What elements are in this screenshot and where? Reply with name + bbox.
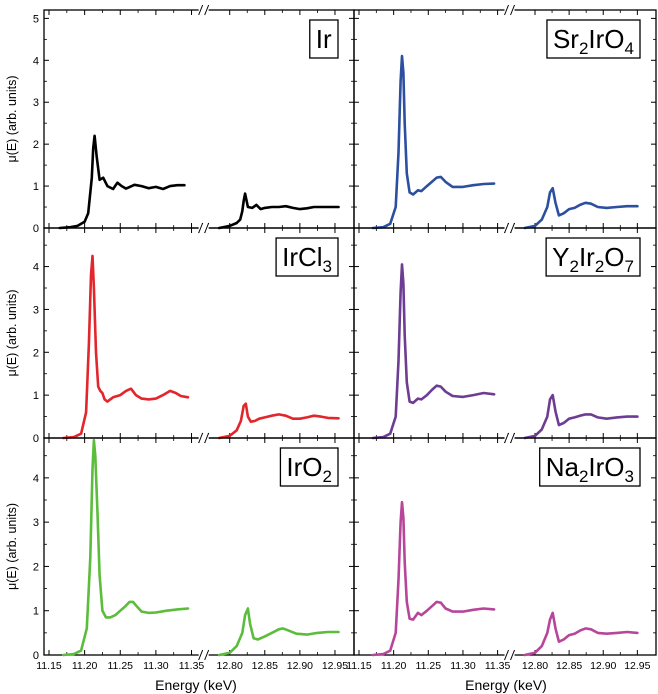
x-tick-label: 11.35	[179, 660, 205, 672]
y-tick-label: 1	[33, 181, 39, 193]
axis-break-mark	[198, 222, 204, 234]
x-tick-label: 11.30	[143, 660, 169, 672]
panel-label: IrO2	[286, 452, 332, 486]
x-tick-label: 11.25	[108, 660, 134, 672]
panel-label: IrCl3	[282, 242, 332, 276]
panel-label: Na2IrO3	[546, 452, 634, 486]
axis-break-mark	[510, 222, 515, 234]
axis-break-mark	[510, 4, 515, 16]
x-tick-label: 11.20	[381, 660, 407, 672]
x-tick-label: 12.80	[217, 660, 243, 672]
axis-break-mark	[204, 222, 210, 234]
axis-break-mask	[504, 434, 515, 442]
series-line	[62, 438, 190, 657]
y-tick-label: 2	[33, 347, 39, 359]
series-line	[217, 607, 340, 657]
x-tick-label: 11.25	[416, 660, 442, 672]
panel-label-box	[539, 447, 641, 487]
panel-label-box	[279, 447, 339, 487]
x-tick-label: 11.35	[485, 660, 511, 672]
axis-break-mark	[198, 432, 204, 444]
axis-break-mark	[198, 649, 204, 661]
axis-break-mask	[504, 6, 515, 14]
series-line	[523, 186, 639, 230]
axis-break-mark	[204, 649, 210, 661]
series-line	[217, 192, 340, 230]
series-line	[371, 54, 496, 230]
y-tick-label: 0	[33, 223, 39, 235]
x-tick-label: 11.30	[450, 660, 476, 672]
panel-label-box	[545, 237, 641, 277]
y-tick-label: 4	[33, 55, 39, 67]
y-tick-label: 1	[33, 390, 39, 402]
y-tick-label: 0	[33, 433, 39, 445]
series-line	[371, 500, 496, 657]
axis-break-mark	[204, 432, 210, 444]
series-line	[58, 134, 186, 230]
panel-ircl3: 0 1 2 3 4 IrCl3	[33, 222, 355, 445]
series-line	[217, 402, 340, 440]
y-axis-label: μ(E) (arb. units)	[5, 289, 19, 376]
panel-label: Y2Ir2O7	[552, 242, 634, 276]
x-axis-label-right: Energy (keV)	[465, 677, 547, 693]
y-tick-label: 2	[33, 561, 39, 573]
axis-break-mark	[504, 649, 509, 661]
axis-break-mask	[504, 224, 515, 232]
panel-iro2: 0 1 2 3 4 11.15 11.20 11.25 11.30 11.35 12.80 12.85…	[33, 432, 355, 672]
x-tick-label: 12.80	[522, 660, 548, 672]
x-tick-label: 11.15	[36, 660, 62, 672]
panel-label: Sr2IrO4	[553, 24, 634, 58]
panel-label-box	[546, 19, 641, 59]
axis-break-mark	[504, 4, 509, 16]
axis-break-mask	[198, 651, 209, 659]
x-tick-label: 12.95	[624, 660, 650, 672]
x-tick-label: 12.85	[556, 660, 582, 672]
y-tick-label: 3	[33, 304, 39, 316]
panel-grid: 0 1 2 3 4 5 Ir Sr2IrO4 0 1 2 3 4 IrCl3 Y2Ir2O7 0 1 2 3 4 11.…	[5, 4, 657, 672]
x-axis-label-left: Energy (keV)	[155, 677, 237, 693]
series-line	[523, 611, 639, 657]
series-line	[523, 393, 639, 440]
x-tick-label: 12.85	[252, 660, 278, 672]
x-tick-label: 12.95	[322, 660, 348, 672]
y-tick-label: 5	[33, 13, 39, 25]
panel-y2ir2o7: Y2Ir2O7	[353, 222, 657, 444]
panel-sr2iro4: Sr2IrO4	[353, 4, 657, 234]
axis-break-mark	[510, 432, 515, 444]
y-tick-label: 4	[33, 262, 39, 274]
panel-label: Ir	[316, 24, 332, 54]
y-tick-label: 0	[33, 650, 39, 662]
axis-break-mark	[504, 222, 509, 234]
axis-break-mark	[510, 649, 515, 661]
axis-break-mark	[204, 4, 210, 16]
y-tick-label: 1	[33, 606, 39, 618]
axis-break-mask	[198, 434, 209, 442]
x-tick-label: 12.90	[287, 660, 313, 672]
y-tick-label: 2	[33, 139, 39, 151]
panel-ir: 0 1 2 3 4 5 Ir	[33, 4, 355, 235]
x-tick-label: 11.15	[346, 660, 372, 672]
series-line	[62, 254, 190, 440]
axis-break-mask	[198, 6, 209, 14]
axis-break-mark	[198, 4, 204, 16]
panel-label-box	[275, 237, 339, 277]
y-axis-label: μ(E) (arb. units)	[5, 503, 19, 590]
y-axis-label: μ(E) (arb. units)	[5, 75, 19, 162]
y-tick-label: 3	[33, 517, 39, 529]
x-tick-label: 11.20	[72, 660, 98, 672]
y-tick-label: 4	[33, 473, 39, 485]
axis-break-mask	[504, 651, 515, 659]
series-line	[371, 263, 496, 440]
y-tick-label: 3	[33, 97, 39, 109]
axis-break-mark	[504, 432, 509, 444]
x-tick-label: 12.90	[590, 660, 616, 672]
panel-label-box	[309, 19, 339, 59]
panel-na2iro3: 11.15 11.20 11.25 11.30 11.35 12.80 12.85 12.90…	[346, 432, 657, 672]
axis-break-mask	[198, 224, 209, 232]
